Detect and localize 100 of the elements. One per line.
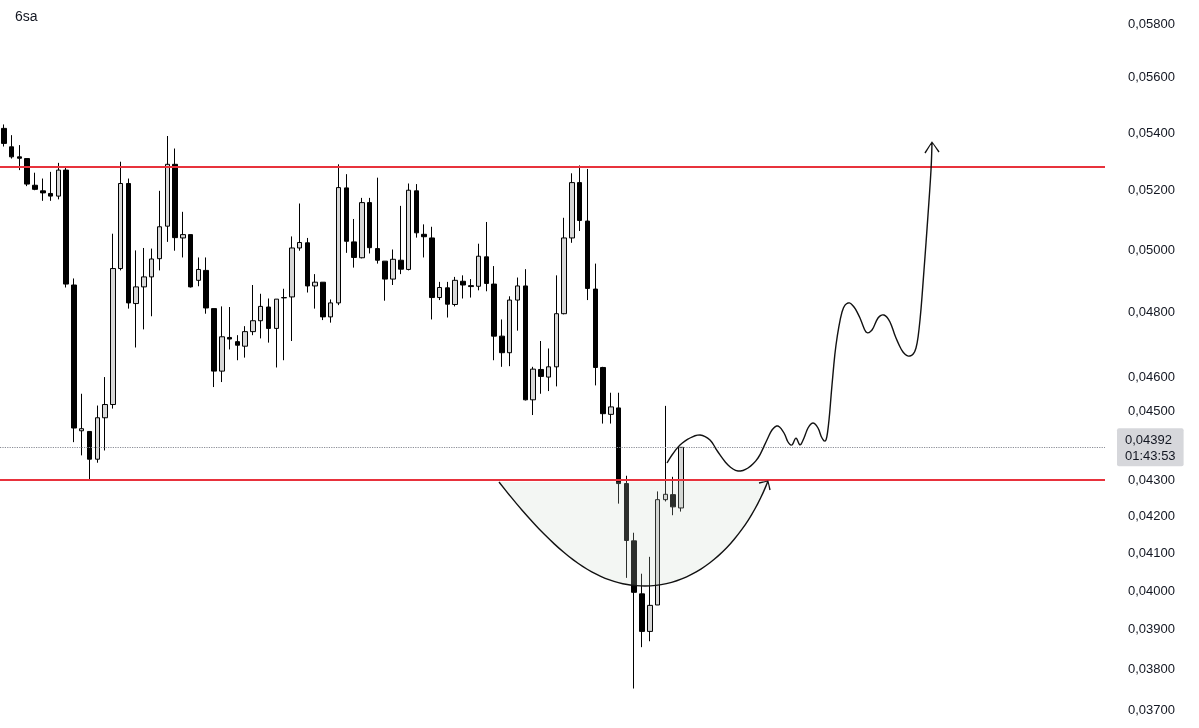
y-tick-label: 0,04100 bbox=[1128, 544, 1175, 560]
candlestick bbox=[351, 218, 357, 269]
candlestick bbox=[172, 148, 178, 252]
candlestick bbox=[320, 281, 326, 321]
candlestick bbox=[63, 166, 69, 289]
candlestick bbox=[491, 265, 497, 361]
candlestick bbox=[476, 243, 481, 291]
text: 01:43:53 bbox=[1125, 447, 1176, 463]
candlestick bbox=[297, 203, 302, 252]
candlestick bbox=[235, 334, 240, 361]
candlestick bbox=[227, 306, 232, 350]
candlestick bbox=[600, 366, 606, 425]
candlestick bbox=[398, 205, 404, 275]
candlestick bbox=[484, 221, 489, 292]
candlestick bbox=[585, 168, 590, 301]
candlestick bbox=[56, 162, 61, 200]
candlestick bbox=[593, 263, 598, 386]
candlestick bbox=[452, 276, 458, 307]
candlestick bbox=[133, 249, 139, 348]
y-tick-label: 0,04600 bbox=[1128, 369, 1175, 385]
candlestick bbox=[126, 178, 131, 310]
candlestick bbox=[390, 249, 396, 286]
candlestick bbox=[445, 281, 450, 319]
y-tick-label: 0,04300 bbox=[1128, 472, 1175, 488]
y-tick-label: 0,04200 bbox=[1128, 508, 1175, 524]
chart-title: 6sa bbox=[15, 8, 38, 24]
y-tick-label: 0,04000 bbox=[1128, 582, 1175, 598]
candlestick bbox=[561, 217, 567, 315]
ref-line-label: 0,04392 bbox=[1125, 431, 1172, 447]
candlestick bbox=[336, 163, 341, 306]
candlestick bbox=[421, 223, 427, 258]
candlestick bbox=[414, 183, 419, 239]
y-tick-label: 0,04500 bbox=[1128, 402, 1175, 418]
candlestick bbox=[647, 556, 653, 642]
y-tick-label: 0,05000 bbox=[1128, 242, 1175, 257]
candlestick bbox=[523, 268, 528, 401]
y-tick-label: 0,03700 bbox=[1128, 701, 1175, 717]
candlestick bbox=[367, 197, 372, 254]
candlestick bbox=[266, 298, 271, 344]
candlestick bbox=[429, 226, 435, 320]
y-tick-label: 0,03800 bbox=[1128, 660, 1175, 676]
candlestick bbox=[118, 161, 123, 271]
candlestick bbox=[40, 178, 46, 202]
candlestick bbox=[499, 318, 505, 368]
candlestick bbox=[312, 273, 318, 310]
candlestick bbox=[180, 211, 186, 258]
candlestick bbox=[102, 376, 108, 451]
y-tick-label: 0,05600 bbox=[1128, 69, 1175, 85]
candlestick bbox=[281, 288, 287, 361]
candlestick bbox=[655, 490, 660, 606]
candlestick bbox=[149, 248, 154, 317]
candlestick bbox=[17, 144, 22, 171]
candlestick bbox=[188, 234, 193, 289]
candlestick bbox=[242, 325, 248, 359]
candlestick bbox=[250, 284, 256, 336]
candlestick bbox=[71, 277, 77, 443]
candlestick bbox=[608, 392, 614, 425]
candlestick bbox=[32, 172, 38, 191]
candlestick bbox=[569, 172, 575, 244]
candlestick bbox=[110, 233, 116, 410]
candlestick bbox=[554, 274, 559, 387]
candlestick bbox=[546, 347, 551, 392]
candlestick bbox=[219, 305, 225, 383]
candlestick bbox=[359, 197, 365, 259]
candlestick bbox=[639, 573, 645, 648]
candlestick bbox=[382, 260, 388, 302]
candlestick bbox=[1, 123, 7, 148]
candlestick bbox=[48, 171, 53, 202]
candlestick bbox=[141, 247, 147, 330]
candlestick bbox=[507, 295, 512, 367]
candlestick bbox=[328, 298, 333, 324]
candlestick bbox=[538, 340, 544, 395]
y-tick-label: 0,05400 bbox=[1128, 124, 1175, 140]
y-tick-label: 0,05800 bbox=[1128, 15, 1175, 31]
y-tick-label: 0,04800 bbox=[1128, 304, 1175, 320]
candlestick bbox=[289, 235, 295, 342]
candlestick bbox=[196, 256, 201, 287]
candlestick bbox=[344, 173, 349, 254]
candlestick bbox=[515, 277, 520, 332]
candlestick bbox=[203, 256, 209, 315]
candlestick bbox=[305, 237, 310, 294]
candlestick bbox=[258, 293, 263, 339]
candlestick bbox=[211, 308, 217, 388]
candlestick bbox=[87, 430, 92, 481]
candlestick bbox=[616, 392, 621, 505]
candlestick bbox=[437, 281, 442, 301]
candlestick bbox=[460, 274, 466, 299]
candlestick bbox=[9, 134, 14, 160]
y-tick-label: 0,05200 bbox=[1128, 182, 1175, 198]
candlestick bbox=[165, 135, 170, 243]
candlestick bbox=[663, 405, 668, 502]
candlestick bbox=[678, 446, 684, 513]
candlestick bbox=[577, 164, 582, 232]
candlestick bbox=[530, 366, 536, 416]
candlestick bbox=[406, 182, 411, 271]
candlestick bbox=[274, 298, 279, 368]
candlestick bbox=[79, 393, 84, 456]
candlestick bbox=[157, 190, 162, 271]
candlestick bbox=[24, 158, 30, 187]
y-tick-label: 0,03900 bbox=[1128, 621, 1175, 637]
